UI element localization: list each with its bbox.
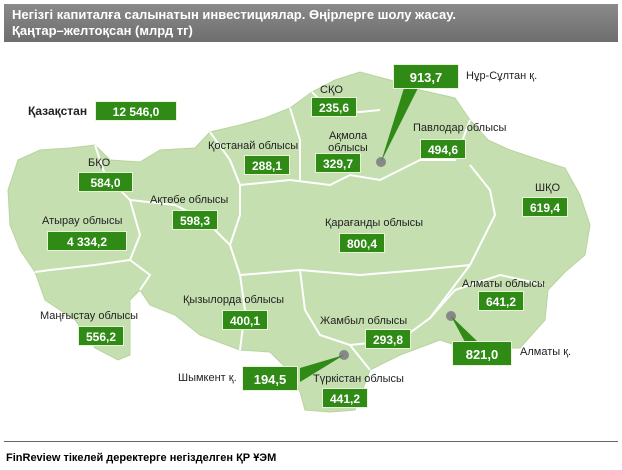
region-label-mangystau: Маңғыстау облысы (40, 310, 139, 322)
region-value-zhambyl: 293,8 (365, 329, 411, 349)
footer-divider (4, 441, 618, 442)
region-value-kyzylorda: 400,1 (222, 310, 268, 330)
region-label-sko: СҚО (320, 84, 343, 96)
region-value-turkistan: 441,2 (322, 388, 368, 408)
region-value-mangystau: 556,2 (78, 326, 124, 346)
title-line-2: Қаңтар–желтоқсан (млрд тг) (12, 23, 193, 38)
region-label-almaty-city: Алматы қ. (520, 346, 572, 358)
region-label-almaty-region: Алматы облысы (462, 278, 545, 290)
shymkent-pointer (300, 355, 344, 382)
source-note: FinReview тікелей деректерге негізделген… (6, 452, 277, 464)
region-label-kostanay: Қостанай облысы (208, 140, 299, 152)
region-label-aktobe: Ақтөбе облысы (150, 194, 229, 206)
region-label-atyrau: Атырау облысы (42, 215, 123, 227)
region-value-kostanay: 288,1 (244, 155, 290, 175)
almaty-city-pointer (451, 316, 478, 342)
region-value-shymkent: 194,5 (242, 366, 298, 391)
region-value-almaty-region: 641,2 (478, 291, 524, 311)
region-label-turkistan: Түркістан облысы (313, 373, 404, 385)
region-label-shymkent: Шымкент қ. (178, 372, 237, 384)
region-label-akmola-text: Ақмола облысы (328, 130, 368, 154)
country-label: Қазақстан (28, 104, 88, 118)
region-value-pavlodar: 494,6 (420, 139, 466, 159)
region-value-bko: 584,0 (78, 172, 133, 192)
country-value: 12 546,0 (95, 101, 177, 121)
region-label-bko: БҚО (88, 157, 111, 169)
region-value-shko: 619,4 (522, 197, 568, 217)
region-value-sko: 235,6 (311, 97, 357, 117)
region-value-karaganda: 800,4 (339, 233, 385, 253)
region-value-almaty-city: 821,0 (452, 341, 512, 366)
region-value-nur-sultan: 913,7 (393, 64, 459, 89)
title-line-1: Негізгі капиталға салынатын инвестицияла… (12, 7, 456, 22)
nur-sultan-pointer (381, 88, 418, 162)
region-label-akmola: Ақмола облысы (318, 130, 378, 154)
chart-header: Негізгі капиталға салынатын инвестицияла… (4, 4, 618, 42)
region-label-shko: ШҚО (535, 182, 561, 194)
region-value-aktobe: 598,3 (172, 210, 218, 230)
region-label-pavlodar: Павлодар облысы (413, 122, 507, 134)
region-label-zhambyl: Жамбыл облысы (320, 315, 408, 327)
region-label-kyzylorda: Қызылорда облысы (183, 294, 285, 306)
region-value-akmola: 329,7 (315, 153, 361, 173)
region-label-karaganda: Қарағанды облысы (325, 217, 424, 229)
region-label-nur-sultan: Нұр-Сұлтан қ. (466, 70, 538, 82)
region-value-atyrau: 4 334,2 (47, 231, 127, 251)
